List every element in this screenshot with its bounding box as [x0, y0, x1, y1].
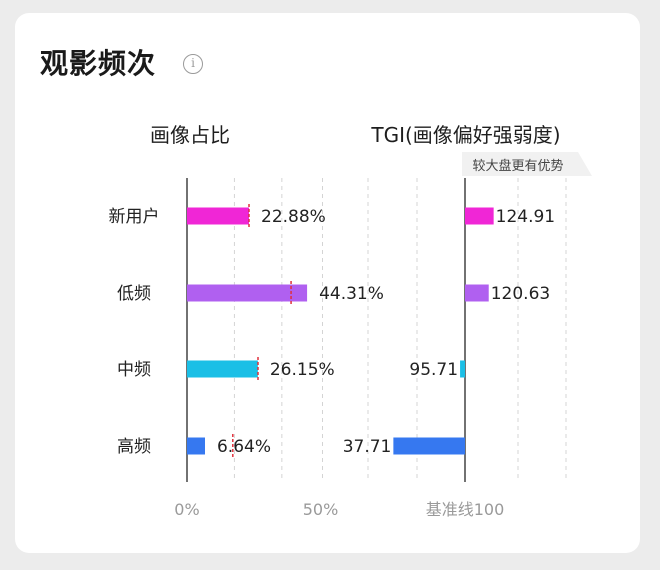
share-bar — [187, 207, 250, 225]
share-bar — [187, 437, 205, 455]
share-bar — [187, 360, 258, 378]
category-label: 新用户 — [109, 207, 160, 227]
chart-card — [15, 13, 640, 553]
tgi-chart-title: TGI(画像偏好强弱度) — [370, 123, 560, 147]
share-chart-title: 画像占比 — [150, 123, 230, 147]
share-value-label: 6.64% — [217, 437, 271, 457]
share-value-label: 26.15% — [270, 360, 335, 380]
share-value-label: 22.88% — [261, 207, 326, 227]
tgi-bar — [465, 284, 489, 302]
tgi-baseline-label: 基准线100 — [426, 500, 505, 519]
tgi-value-label: 120.63 — [491, 284, 550, 304]
advantage-badge-label: 较大盘更有优势 — [472, 158, 563, 174]
tgi-bar — [393, 437, 465, 455]
tgi-bar — [460, 360, 465, 378]
category-label: 中频 — [117, 360, 151, 380]
category-label: 高频 — [117, 437, 151, 457]
info-icon[interactable]: i — [183, 54, 203, 74]
share-tick-label: 0% — [174, 500, 199, 519]
tgi-value-label: 37.71 — [343, 437, 392, 457]
share-tick-label: 50% — [303, 500, 339, 519]
advantage-badge — [462, 152, 592, 176]
tgi-bar — [465, 207, 494, 225]
tgi-value-label: 124.91 — [496, 207, 555, 227]
tgi-value-label: 95.71 — [409, 360, 458, 380]
share-bar — [187, 284, 308, 302]
share-value-label: 44.31% — [319, 284, 384, 304]
page-title: 观影频次 — [40, 47, 157, 80]
category-label: 低频 — [117, 284, 151, 304]
